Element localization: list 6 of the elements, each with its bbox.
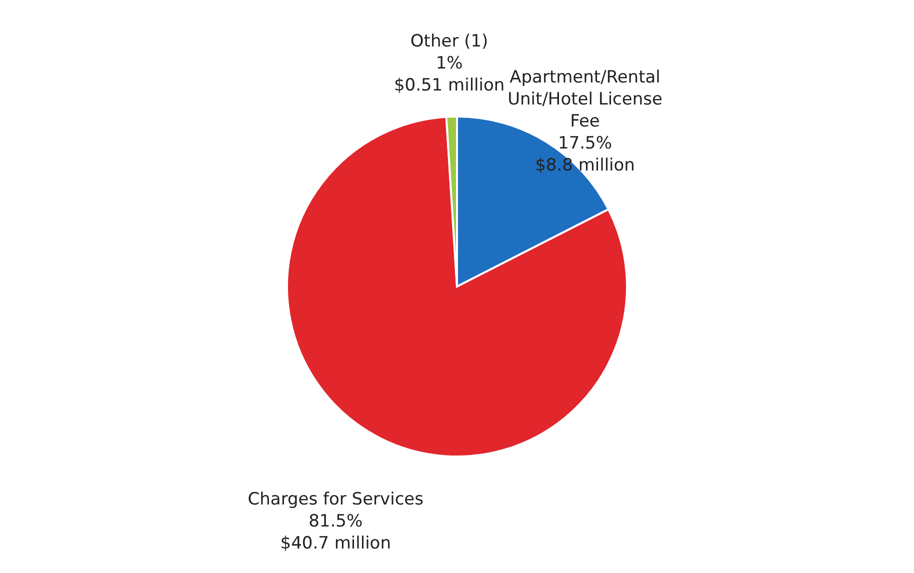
slice-label: Other (1) xyxy=(410,32,488,52)
slice-label: Charges for Services xyxy=(248,489,424,510)
data-label: 81.5% $40.7 million xyxy=(280,511,391,554)
data-label: 17.5% $8.8 million xyxy=(535,134,635,176)
data-label: 1% $0.51 million xyxy=(394,54,505,96)
slice-label: Apartment/Rental Unit/Hotel License Fee xyxy=(508,68,662,132)
